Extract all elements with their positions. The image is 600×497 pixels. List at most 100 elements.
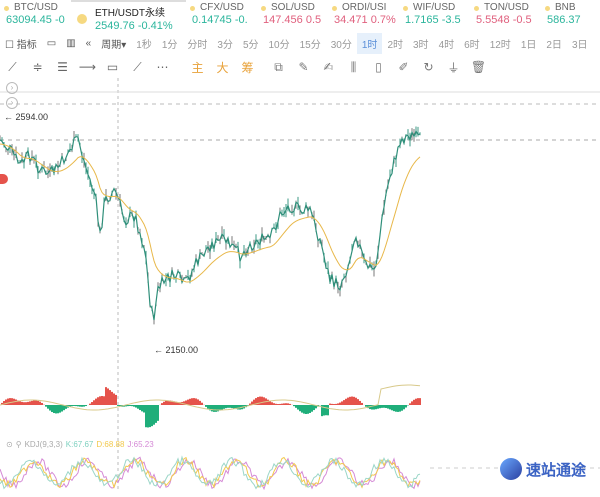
indicators-label: 指标 bbox=[16, 39, 37, 51]
kdj-settings-icon[interactable]: ⚲ bbox=[15, 440, 22, 449]
clipboard-icon[interactable]: ▯ bbox=[375, 60, 382, 74]
chips-button[interactable]: 筹 bbox=[241, 60, 254, 75]
moving-average-line bbox=[0, 143, 421, 283]
ticker-price-value: 0.14745 bbox=[192, 14, 232, 26]
ticker-price-value: 2549.76 bbox=[95, 20, 135, 30]
ticker-price-value: 586.37 bbox=[547, 14, 581, 26]
interval-7[interactable]: 30分 bbox=[330, 39, 352, 51]
link-icon[interactable]: ↻ bbox=[423, 60, 434, 74]
ticker-symbol: SOL/USD bbox=[263, 2, 328, 13]
ticker-change: -0. bbox=[234, 14, 248, 26]
expand-icon[interactable]: › bbox=[6, 97, 18, 109]
brush-icon[interactable]: ✍ bbox=[323, 60, 334, 74]
layout-icon[interactable]: ▥ bbox=[66, 37, 76, 49]
ticker-symbol: CFX/USD bbox=[192, 2, 257, 13]
interval-15[interactable]: 2日 bbox=[546, 39, 562, 51]
calendar-icon[interactable]: ▭ bbox=[46, 37, 57, 49]
ticker-symbol: WIF/USD bbox=[405, 2, 470, 13]
ticker-price-value: 147.456 bbox=[263, 14, 303, 26]
ticker-symbol: BNB bbox=[547, 2, 600, 13]
interval-4[interactable]: 5分 bbox=[242, 39, 259, 51]
ticker-4[interactable]: ORDI/USI 34.471 0.7% bbox=[328, 0, 399, 30]
note-icon[interactable]: ✐ bbox=[398, 60, 409, 74]
watermark-text: 速站通途 bbox=[526, 461, 587, 479]
segment-icon[interactable]: ⟋ bbox=[133, 59, 142, 74]
period-label: 周期 bbox=[101, 39, 122, 51]
trend-line-icon[interactable]: ⟋ bbox=[8, 59, 17, 74]
watermark-logo-icon bbox=[500, 458, 522, 480]
parallel-channel-icon[interactable]: ≑ bbox=[32, 60, 43, 74]
interval-8[interactable]: 1时 bbox=[356, 32, 383, 54]
ticker-price: 2549.76 -0.41% bbox=[77, 20, 186, 30]
ticker-0[interactable]: BTC/USD 63094.45 -0 bbox=[0, 0, 71, 30]
interval-14[interactable]: 1日 bbox=[520, 39, 537, 51]
copy-icon[interactable]: ⧉ bbox=[274, 59, 283, 74]
collapse-icon[interactable]: › bbox=[6, 82, 18, 94]
ticker-symbol: ETH/USDT永续 bbox=[77, 4, 186, 19]
chart-canvas bbox=[0, 78, 600, 492]
interval-6[interactable]: 15分 bbox=[299, 39, 321, 51]
period-dropdown[interactable]: 周期▾ bbox=[101, 39, 127, 51]
magnet-icon[interactable]: ⫼ bbox=[350, 59, 357, 74]
main-indicator-button[interactable]: 主 bbox=[191, 60, 204, 75]
high-price-label: ← 2594.00 bbox=[4, 112, 49, 122]
ticker-change: 0.7% bbox=[370, 14, 396, 26]
ticker-price: 5.5548 -0.5 bbox=[476, 14, 541, 26]
alert-marker[interactable] bbox=[0, 174, 8, 184]
price-series bbox=[0, 129, 421, 321]
ticker-bar: BTC/USD 63094.45 -0 ETH/USDT永续 2549.76 -0.4… bbox=[0, 0, 600, 30]
ticker-price: 586.37 bbox=[547, 14, 600, 26]
kdj-name: KDJ(9,3,3) bbox=[24, 440, 63, 449]
interval-9[interactable]: 2时 bbox=[387, 39, 403, 51]
chart-toolbar: ☐ 指标 ▭ ▥ « 周期▾ 1秒 1分 分时 3分 5分 10分 15分 30分 1时 2时 3时… bbox=[0, 31, 600, 55]
watermark: 速站通途 bbox=[500, 458, 586, 480]
price-chart[interactable]: › › ← 2594.00 ← 2150.00 bbox=[0, 78, 600, 492]
filter-icon[interactable]: ⏚ bbox=[447, 60, 460, 75]
ticker-5[interactable]: WIF/USD 1.7165 -3.5 bbox=[399, 0, 470, 30]
kdj-toggle-icon[interactable]: ⊙ bbox=[6, 440, 13, 449]
ticker-change: 0.5 bbox=[305, 14, 322, 26]
ticker-price: 63094.45 -0 bbox=[6, 14, 71, 26]
drawing-toolbar: ⟋ ≑ ☰ ⟶ ▭ ⟋ ⋯ 主 大 筹 ⧉ ✎ ✍ ⫼ ▯ ✐ ↻ ⏚ 🗑 bbox=[0, 56, 600, 78]
interval-12[interactable]: 6时 bbox=[464, 39, 480, 51]
ticker-2[interactable]: CFX/USD 0.14745 -0. bbox=[186, 0, 257, 30]
ticker-price-value: 1.7165 bbox=[405, 14, 439, 26]
interval-1[interactable]: 1分 bbox=[161, 39, 178, 51]
interval-0[interactable]: 1秒 bbox=[136, 39, 152, 51]
ticker-7[interactable]: BNB 586.37 bbox=[541, 0, 600, 30]
indicators-button[interactable]: ☐ 指标 bbox=[5, 39, 37, 51]
trash-icon[interactable]: 🗑 bbox=[470, 60, 487, 74]
kdj-legend: ⊙ ⚲ KDJ(9,3,3) K:67.67 D:68.88 J:65.23 bbox=[6, 440, 154, 449]
ticker-1[interactable]: ETH/USDT永续 2549.76 -0.41% bbox=[71, 0, 186, 30]
ticker-symbol: BTC/USD bbox=[6, 2, 71, 13]
ticker-price-value: 34.471 bbox=[334, 14, 368, 26]
ticker-price: 0.14745 -0. bbox=[192, 14, 257, 26]
interval-3[interactable]: 3分 bbox=[217, 39, 233, 51]
horizontal-lines-icon[interactable]: ☰ bbox=[57, 60, 68, 74]
ticker-symbol: ORDI/USI bbox=[334, 2, 399, 13]
interval-13[interactable]: 12时 bbox=[489, 39, 511, 51]
interval-5[interactable]: 10分 bbox=[268, 39, 290, 51]
interval-16[interactable]: 3日 bbox=[571, 39, 588, 51]
kdj-k: K:67.67 bbox=[65, 440, 94, 449]
ticker-price-value: 5.5548 bbox=[476, 14, 510, 26]
high-price-value: 2594.00 bbox=[15, 112, 49, 122]
ticker-3[interactable]: SOL/USD 147.456 0.5 bbox=[257, 0, 328, 30]
macd-signal-line bbox=[0, 384, 421, 411]
kdj-line bbox=[0, 455, 421, 490]
rewind-icon[interactable]: « bbox=[85, 37, 92, 49]
ticker-symbol: TON/USD bbox=[476, 2, 541, 13]
interval-10[interactable]: 3时 bbox=[413, 39, 429, 51]
horizontal-ray-icon[interactable]: ⟶ bbox=[78, 60, 97, 74]
interval-11[interactable]: 4时 bbox=[438, 39, 455, 51]
pencil-icon[interactable]: ✎ bbox=[298, 60, 309, 74]
big-button[interactable]: 大 bbox=[216, 60, 229, 75]
ticker-6[interactable]: TON/USD 5.5548 -0.5 bbox=[470, 0, 541, 30]
ticker-price: 147.456 0.5 bbox=[263, 14, 328, 26]
interval-2[interactable]: 分时 bbox=[187, 39, 208, 51]
ticker-change: -3.5 bbox=[441, 14, 461, 26]
more-icon[interactable]: ⋯ bbox=[156, 60, 169, 74]
ticker-change: -0 bbox=[54, 14, 65, 26]
ticker-price-value: 63094.45 bbox=[6, 14, 52, 26]
rectangle-icon[interactable]: ▭ bbox=[106, 60, 119, 74]
